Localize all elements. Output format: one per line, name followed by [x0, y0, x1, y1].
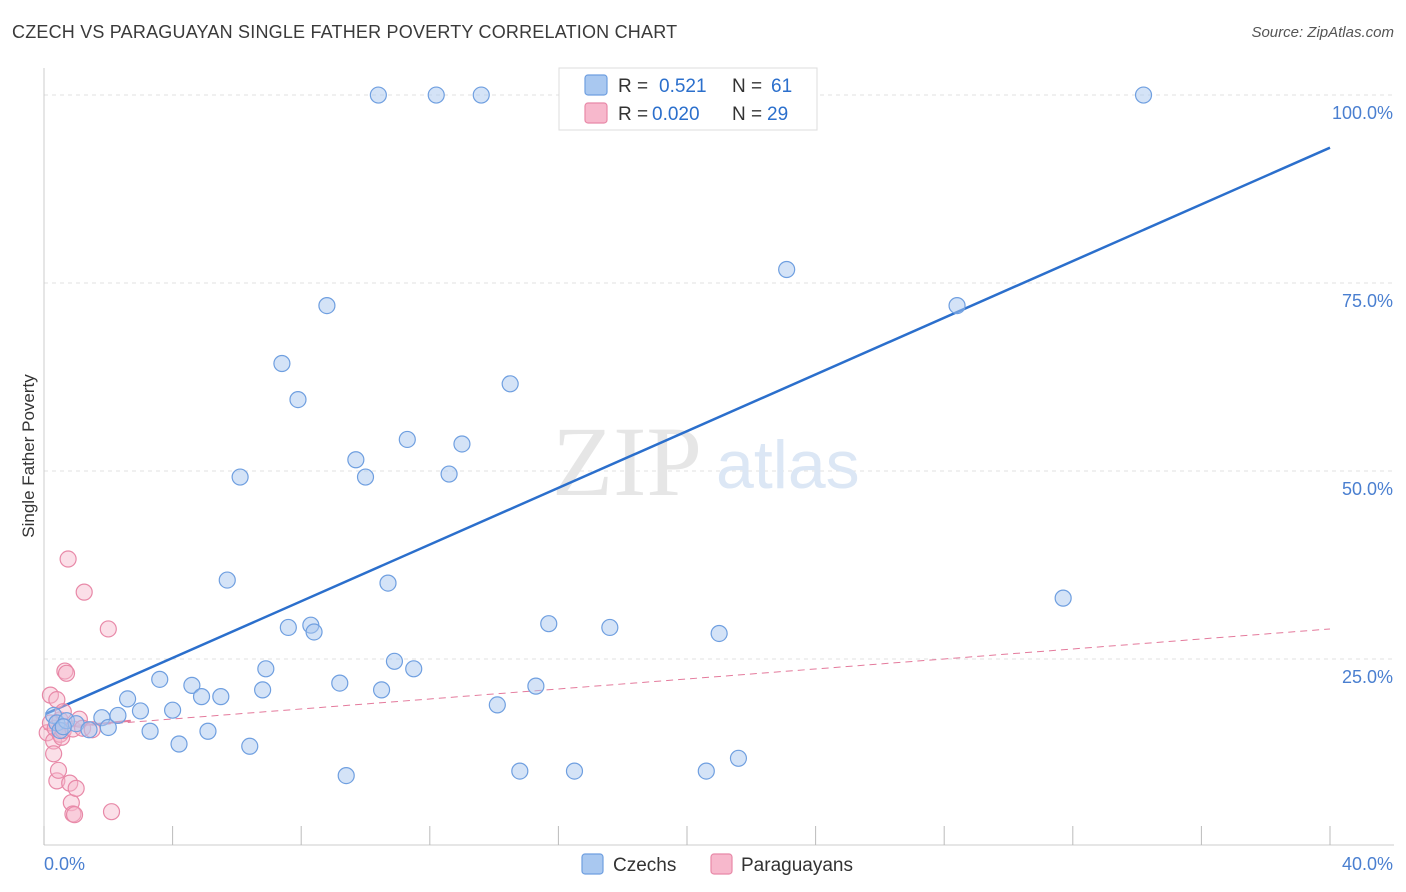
czech-point	[778, 260, 796, 279]
x-tick-label-max: 40.0%	[1342, 854, 1393, 874]
czech-point	[501, 375, 519, 393]
czech-point	[131, 702, 150, 720]
czech-point	[1054, 589, 1072, 607]
legend-para-n-value: 29	[767, 104, 788, 125]
czech-point	[289, 391, 307, 409]
czech-point	[440, 465, 458, 483]
czech-point	[405, 660, 423, 678]
legend-para-n-label: N =	[732, 104, 762, 125]
czech-point	[488, 696, 506, 714]
czech-point	[347, 451, 365, 469]
czech-point	[279, 618, 297, 637]
czech-point	[183, 676, 201, 694]
czech-point	[141, 722, 159, 740]
legend-para-r-value: 0.020	[652, 104, 700, 125]
czech-point	[331, 674, 349, 692]
paraguayan-point	[49, 761, 68, 779]
czech-point	[601, 618, 619, 637]
legend-czech-n-value: 61	[771, 76, 792, 97]
y-tick-label: 50.0%	[1342, 479, 1393, 499]
watermark-zip: ZIP	[552, 406, 702, 517]
paraguayan-point	[45, 745, 63, 763]
czech-point	[697, 762, 715, 780]
y-axis-label: Single Father Poverty	[19, 374, 38, 538]
y-tick-label: 100.0%	[1332, 103, 1393, 123]
y-tick-label: 25.0%	[1342, 667, 1393, 687]
czech-point	[1134, 86, 1153, 104]
czech-point	[398, 430, 416, 449]
paraguayan-point	[67, 779, 85, 797]
czech-point	[527, 677, 545, 695]
paraguayan-point	[48, 772, 66, 790]
czech-point	[241, 737, 259, 755]
czech-point	[511, 762, 529, 780]
paraguayan-point	[75, 583, 93, 601]
czech-point	[199, 722, 217, 740]
czech-point	[318, 297, 336, 315]
y-tick-label: 75.0%	[1342, 291, 1393, 311]
watermark-atlas: atlas	[716, 427, 860, 503]
czech-point	[356, 468, 375, 486]
legend-czech-r-value: 0.521	[659, 76, 707, 97]
paraguayan-point	[102, 803, 121, 821]
czech-point	[109, 706, 127, 725]
czech-point	[54, 718, 72, 736]
bottom-legend-czech-swatch	[581, 853, 604, 875]
legend-para-r-label: R =	[618, 104, 648, 125]
czech-point	[118, 690, 137, 708]
czech-point	[379, 574, 397, 592]
czech-point	[427, 86, 445, 104]
czech-point	[254, 681, 272, 699]
czech-point	[212, 688, 230, 706]
paraguayan-point	[99, 620, 117, 638]
legend-czech-swatch	[584, 74, 608, 96]
x-ticks	[43, 826, 1331, 845]
czech-point	[164, 701, 182, 719]
czech-point	[369, 86, 387, 104]
czech-point	[170, 735, 188, 753]
czechs-trend-line	[45, 146, 1331, 716]
czech-point	[453, 435, 471, 453]
czech-point	[305, 623, 323, 641]
top-legend: R = 0.521 N = 61 R = 0.020 N = 29	[558, 67, 818, 131]
czech-point	[192, 688, 211, 706]
paraguayans-trend-dashed	[43, 628, 1331, 730]
czech-point	[231, 468, 249, 486]
x-tick-label-min: 0.0%	[44, 854, 85, 874]
czech-point	[472, 86, 490, 104]
czech-point	[99, 718, 117, 737]
czech-point	[80, 721, 98, 739]
czech-point	[257, 660, 275, 678]
paraguayan-point	[65, 806, 84, 824]
gridlines	[44, 94, 1394, 660]
bottom-legend-para-label: Paraguayans	[741, 855, 853, 876]
czech-point	[729, 749, 748, 767]
czech-point	[218, 571, 236, 589]
bottom-legend: Czechs Paraguayans	[581, 853, 853, 876]
czech-point	[385, 652, 404, 670]
czech-point	[948, 297, 966, 315]
czech-point	[273, 354, 291, 373]
czech-point	[372, 681, 391, 699]
legend-czech-n-label: N =	[732, 76, 762, 97]
legend-para-swatch	[584, 102, 608, 124]
czech-point	[337, 766, 355, 785]
source-label: Source: ZipAtlas.com	[1251, 24, 1394, 41]
chart-title: CZECH VS PARAGUAYAN SINGLE FATHER POVERT…	[12, 22, 678, 42]
czechs-points	[45, 86, 1153, 785]
czech-point	[540, 615, 558, 633]
paraguayan-point	[57, 664, 76, 682]
legend-czech-r-label: R =	[618, 76, 648, 97]
bottom-legend-para-swatch	[710, 853, 733, 875]
bottom-legend-czech-label: Czechs	[613, 855, 676, 876]
czech-point	[710, 624, 728, 643]
czech-point	[151, 670, 169, 688]
paraguayan-point	[59, 550, 77, 568]
czech-point	[565, 762, 584, 780]
